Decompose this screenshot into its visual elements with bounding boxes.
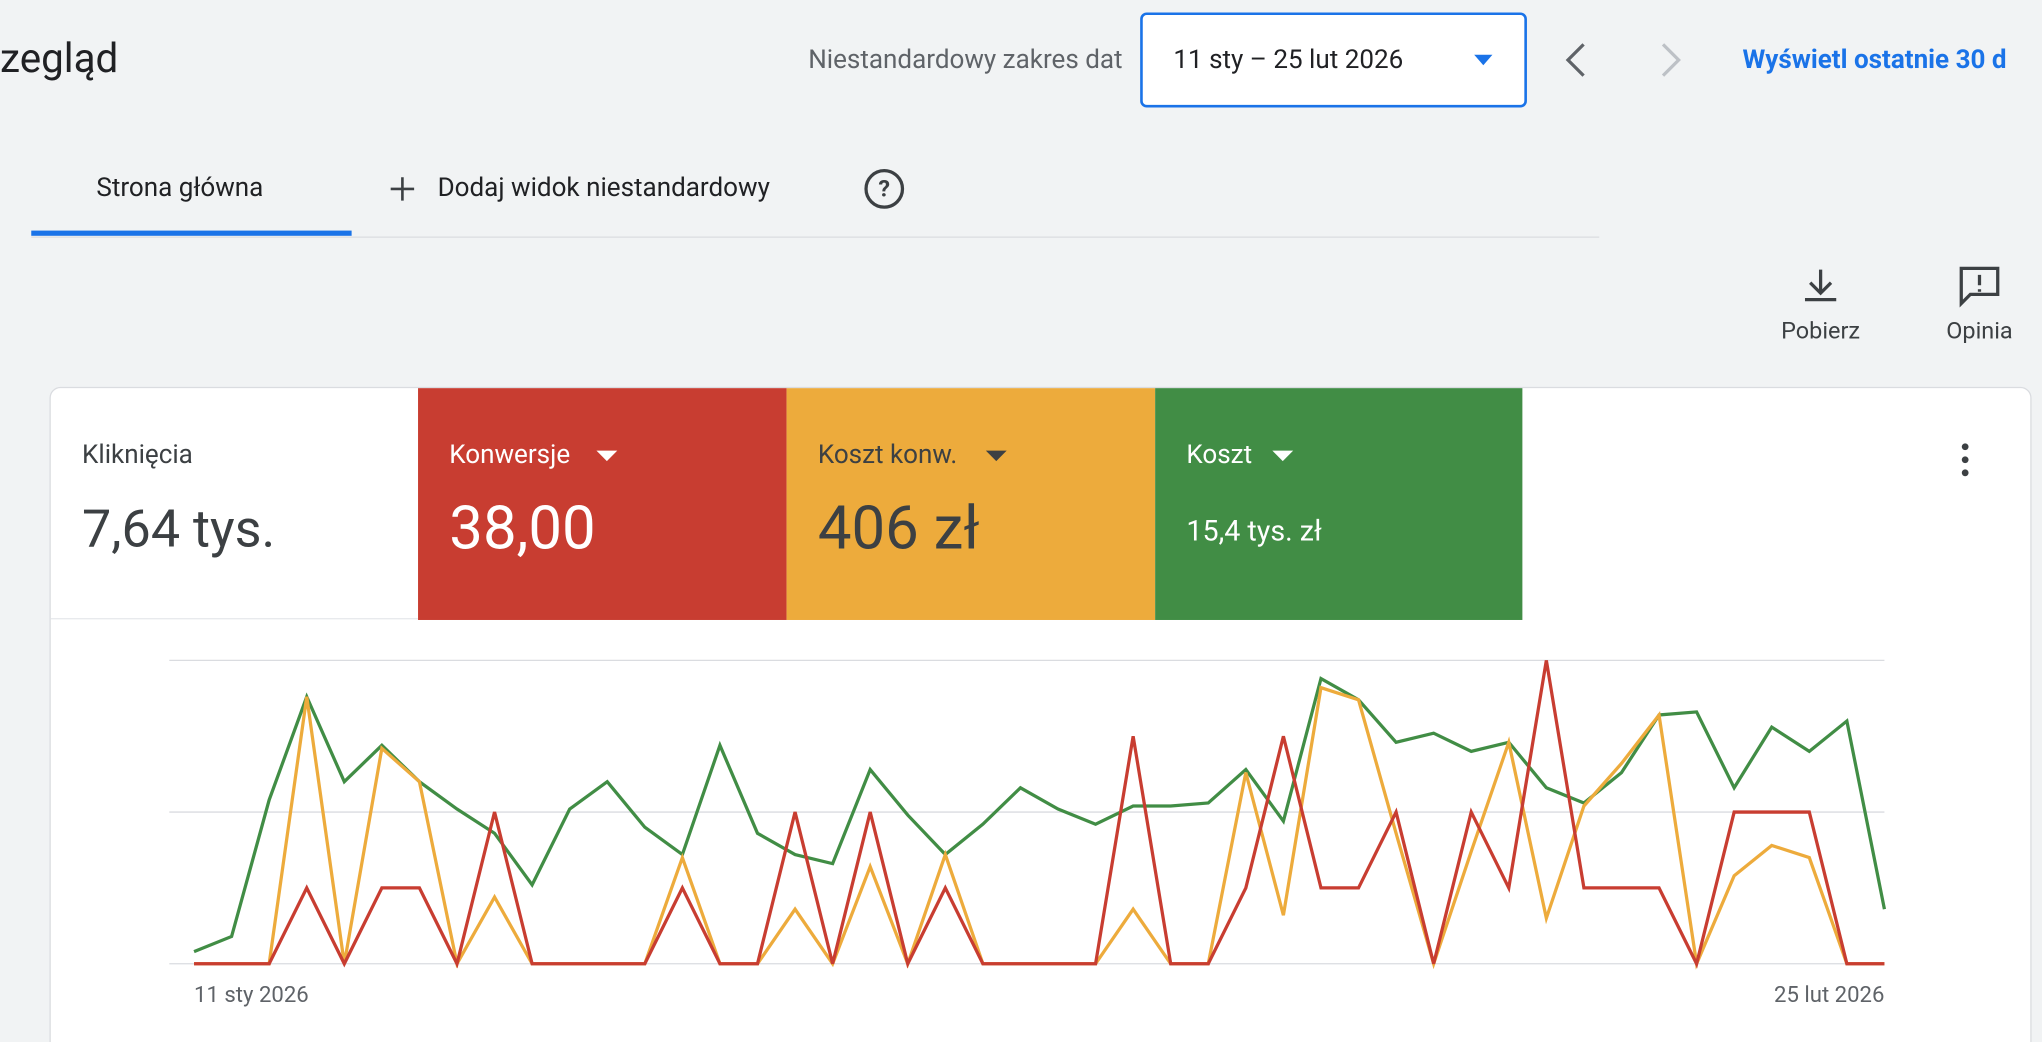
dropdown-arrow xyxy=(1474,54,1493,66)
metric-card[interactable] xyxy=(786,388,1156,620)
tab-add-view[interactable]: Dodaj widok niestandardowy xyxy=(438,173,770,203)
feedback-label[interactable]: Opinia xyxy=(1946,316,2012,344)
metric-value: 38,00 xyxy=(449,493,595,564)
metric-label: Koszt xyxy=(1186,440,1252,470)
tab-indicator xyxy=(31,230,352,236)
dropdown-arrow xyxy=(596,450,618,462)
next-button[interactable] xyxy=(1661,43,1681,77)
menu-dot[interactable] xyxy=(1961,469,1969,477)
line-chart: 11 sty 2026 25 lut 2026 xyxy=(169,659,1887,1008)
metric-value: 15,4 tys. zł xyxy=(1186,513,1322,547)
metric-label: Konwersje xyxy=(449,440,570,470)
x-tick-label: 25 lut 2026 xyxy=(1774,982,1884,1008)
date-range-label: Niestandardowy zakres dat xyxy=(808,45,1122,75)
menu-dot[interactable] xyxy=(1961,443,1969,451)
plus-icon xyxy=(390,177,415,201)
help-mark: ? xyxy=(878,174,890,202)
download-label[interactable]: Pobierz xyxy=(1781,316,1860,344)
prev-button[interactable] xyxy=(1565,43,1585,77)
menu-dot[interactable] xyxy=(1961,456,1969,464)
metric-label[interactable]: Kliknięcia xyxy=(82,440,193,470)
dropdown-arrow xyxy=(985,450,1007,462)
date-range-picker[interactable] xyxy=(1140,12,1527,108)
metric-card[interactable] xyxy=(1155,388,1523,620)
metric-value: 7,64 tys. xyxy=(82,498,275,559)
last-30-days-link[interactable]: Wyświetl ostatnie 30 d xyxy=(1742,45,2006,75)
feedback-icon[interactable] xyxy=(1959,266,2000,308)
metric-label: Koszt konw. xyxy=(818,440,957,470)
tab-home[interactable]: Strona główna xyxy=(96,173,263,203)
metric-value: 406 zł xyxy=(818,493,980,564)
series-line xyxy=(194,660,1885,969)
help-icon[interactable] xyxy=(864,169,905,209)
page-title: zegląd xyxy=(0,35,118,82)
series-line xyxy=(193,676,1887,954)
x-tick-label: 11 sty 2026 xyxy=(194,982,309,1008)
download-icon[interactable] xyxy=(1804,269,1837,302)
date-range: 11 sty – 25 lut 2026 xyxy=(1173,45,1403,75)
metric-card[interactable] xyxy=(418,388,787,620)
dropdown-arrow xyxy=(1272,450,1294,462)
